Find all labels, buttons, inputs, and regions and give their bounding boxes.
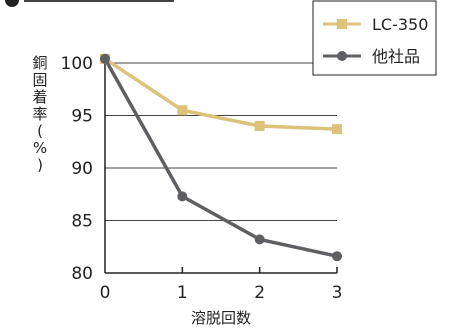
x-axis-label: 溶脱回数 [191, 309, 251, 327]
y-axis-label-char: 固 [32, 71, 47, 89]
x-tick-label-0: 0 [100, 283, 111, 303]
series-0 [100, 53, 342, 135]
y-axis-label-char: % [33, 139, 47, 157]
series-line-0 [104, 57, 338, 131]
legend-swatch-marker [337, 19, 347, 29]
y-tick-label-80: 80 [71, 264, 93, 284]
x-tick-label-2: 2 [254, 283, 265, 303]
y-tick-label-100: 100 [61, 54, 93, 74]
legend-label: LC-350 [372, 15, 428, 34]
legend-label: 他社品 [372, 47, 420, 66]
y-axis-label-char: 率 [32, 105, 47, 123]
data-point [254, 234, 265, 245]
y-tick-label-85: 85 [71, 212, 93, 232]
y-axis-label-char: 銅 [32, 54, 47, 72]
y-tick-label-95: 95 [71, 107, 93, 127]
legend-entry-1: 他社品 [323, 47, 420, 66]
y-tick-labels: 80 85 90 95 100 [61, 54, 93, 284]
data-point [332, 124, 342, 135]
x-tick-label-3: 3 [332, 283, 343, 303]
gridlines [105, 62, 337, 221]
x-tick-label-1: 1 [177, 283, 188, 303]
data-point [254, 121, 265, 131]
axes [104, 63, 338, 274]
series [100, 53, 342, 262]
data-point [177, 105, 188, 116]
data-point [100, 53, 110, 64]
y-axis-label: 銅固着率(%) [32, 54, 47, 174]
legend-entry-0: LC-350 [323, 15, 428, 34]
x-tick-labels: 0 1 2 3 [100, 283, 343, 303]
series-1 [100, 53, 342, 262]
legend-frame [312, 0, 437, 76]
series-line-1 [103, 57, 338, 258]
y-axis-label-char: 着 [32, 88, 47, 106]
y-axis-label-char: ) [37, 156, 43, 174]
data-point [177, 191, 188, 202]
data-point [332, 251, 342, 262]
cropped-heading [5, 0, 174, 7]
y-tick-label-90: 90 [71, 159, 93, 179]
y-axis-label-char: ( [37, 122, 43, 140]
legend: LC-350 他社品 [312, 0, 437, 76]
legend-swatch-marker [337, 51, 347, 61]
